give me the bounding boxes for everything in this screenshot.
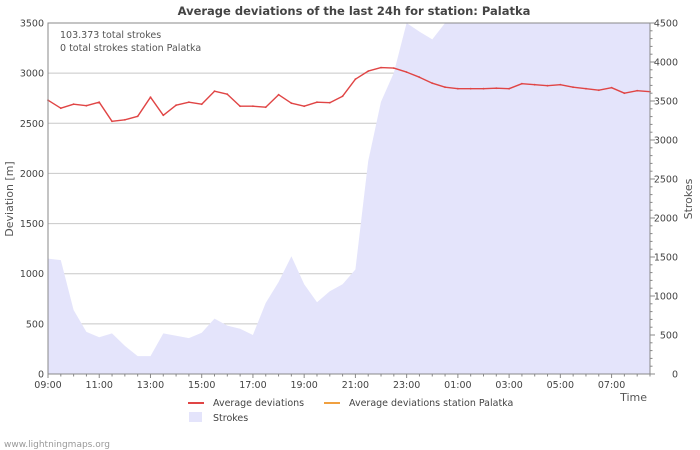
x-axis: 09:00 11:00 13:00 15:00 17:00 19:00 21:00 23:00…: [34, 374, 651, 391]
data-point-average-deviations: [277, 93, 280, 96]
legend-label-station-deviations: Average deviations station Palatka: [349, 398, 513, 409]
x-tick-label-11: 07:00: [598, 380, 625, 391]
legend-label-strokes: Strokes: [213, 413, 248, 424]
y2-tick-label-7: 3500: [654, 97, 678, 108]
data-point-average-deviations: [188, 101, 190, 104]
data-point-average-deviations: [290, 102, 293, 105]
data-point-average-deviations: [546, 84, 549, 87]
data-point-average-deviations: [341, 95, 344, 98]
data-point-average-deviations: [162, 114, 165, 117]
data-point-average-deviations: [98, 101, 101, 104]
y-tick-label-3: 1500: [20, 219, 44, 230]
y2-tick-label-2: 1000: [654, 292, 678, 303]
data-point-average-deviations: [111, 120, 113, 123]
data-point-average-deviations: [585, 87, 587, 90]
series-line-average-deviations: [47, 66, 651, 122]
data-point-average-deviations: [610, 86, 613, 89]
data-point-average-deviations: [354, 78, 357, 81]
x-tick-label-0: 09:00: [34, 380, 61, 391]
data-point-average-deviations: [521, 82, 523, 85]
data-point-average-deviations: [508, 87, 510, 90]
legend-swatch-strokes: [189, 412, 202, 422]
data-point-average-deviations: [482, 87, 485, 90]
annotation-total-strokes: 103.373 total strokes: [60, 30, 161, 41]
y2-tick-label-1: 500: [660, 331, 678, 342]
data-point-average-deviations: [59, 107, 62, 110]
x-tick-label-4: 17:00: [239, 380, 266, 391]
right-axis: 0 500 1000 1500 2000 2500 3000 3500 4000 4500: [650, 19, 678, 381]
data-point-average-deviations: [444, 86, 446, 89]
x-tick-label-5: 19:00: [290, 380, 317, 391]
data-point-average-deviations: [239, 105, 242, 108]
data-point-average-deviations: [85, 104, 88, 107]
data-point-average-deviations: [636, 89, 639, 92]
data-point-average-deviations: [597, 89, 600, 92]
data-point-average-deviations: [136, 115, 139, 118]
y-tick-label-0: 0: [38, 370, 44, 381]
data-point-average-deviations: [200, 103, 203, 106]
data-point-average-deviations: [72, 103, 75, 106]
chart-title: Average deviations of the last 24h for s…: [178, 4, 531, 18]
data-point-average-deviations: [226, 93, 229, 96]
data-point-average-deviations: [303, 105, 306, 108]
data-point-average-deviations: [316, 101, 318, 104]
y-axis-label: Deviation [m]: [3, 161, 16, 236]
y-tick-label-1: 500: [26, 319, 44, 330]
plot-frame: [47, 22, 651, 375]
x-tick-label-8: 01:00: [444, 380, 471, 391]
y2-tick-label-8: 4000: [654, 58, 678, 69]
x-tick-label-3: 15:00: [188, 380, 215, 391]
y2-axis-label: Strokes: [682, 178, 695, 219]
data-point-average-deviations: [457, 87, 459, 90]
y2-tick-label-5: 2500: [654, 175, 678, 186]
y-tick-label-6: 3000: [20, 69, 44, 80]
x-tick-label-1: 11:00: [86, 380, 113, 391]
y2-tick-label-6: 3000: [654, 136, 678, 147]
data-point-average-deviations: [469, 87, 472, 90]
data-point-average-deviations: [380, 66, 382, 69]
data-point-average-deviations: [124, 118, 126, 121]
y-tick-label-7: 3500: [20, 19, 44, 30]
x-tick-label-7: 23:00: [393, 380, 420, 391]
y2-tick-label-3: 1500: [654, 253, 678, 264]
data-point-average-deviations: [175, 104, 178, 107]
data-point-average-deviations: [328, 101, 331, 104]
x-tick-label-10: 05:00: [547, 380, 574, 391]
x-tick-label-9: 03:00: [495, 380, 522, 391]
data-point-average-deviations: [392, 67, 395, 69]
y2-tick-label-9: 4500: [654, 19, 678, 30]
data-point-average-deviations: [418, 76, 421, 79]
y-tick-label-4: 2000: [20, 169, 44, 180]
x-axis-label: Time: [619, 391, 647, 404]
data-point-average-deviations: [264, 106, 267, 109]
data-point-average-deviations: [252, 105, 254, 108]
y-tick-label-2: 1000: [20, 269, 44, 280]
deviation-series: [47, 66, 651, 123]
x-tick-label-6: 21:00: [342, 380, 369, 391]
data-point-average-deviations: [495, 87, 498, 90]
legend: Average deviations Average deviations st…: [188, 398, 513, 424]
strokes-series: [48, 23, 650, 374]
data-point-average-deviations: [533, 83, 536, 86]
data-point-average-deviations: [405, 71, 408, 73]
y2-tick-label-0: 0: [672, 370, 678, 381]
series-area-strokes: [48, 23, 650, 374]
data-point-average-deviations: [431, 82, 434, 85]
left-axis: 0 500 1000 1500 2000 2500 3000 3500: [20, 19, 44, 381]
y-tick-label-5: 2500: [20, 119, 44, 130]
y2-tick-label-4: 2000: [654, 214, 678, 225]
data-point-average-deviations: [572, 86, 574, 89]
data-point-average-deviations: [149, 96, 152, 99]
annotation-station-strokes: 0 total strokes station Palatka: [60, 43, 201, 54]
x-tick-label-2: 13:00: [137, 380, 164, 391]
legend-label-average-deviations: Average deviations: [213, 398, 304, 409]
site-credit: www.lightningmaps.org: [4, 440, 110, 450]
data-point-average-deviations: [213, 90, 216, 93]
data-point-average-deviations: [559, 83, 562, 86]
data-point-average-deviations: [623, 92, 626, 95]
data-point-average-deviations: [367, 70, 370, 72]
